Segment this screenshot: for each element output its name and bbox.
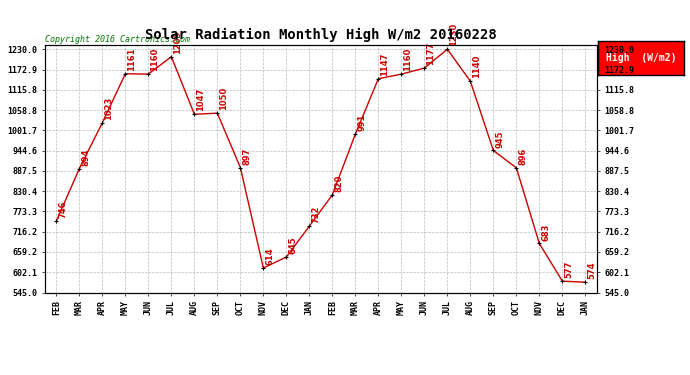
Text: 894: 894 — [81, 148, 90, 166]
Text: 645: 645 — [288, 237, 297, 254]
Point — [373, 76, 384, 82]
Point — [258, 265, 269, 271]
Point — [143, 71, 154, 77]
Point — [97, 120, 108, 126]
Point — [465, 78, 476, 84]
Point — [166, 54, 177, 60]
Text: 574: 574 — [587, 262, 596, 279]
Point — [212, 110, 223, 116]
Text: 732: 732 — [311, 206, 320, 223]
Text: 746: 746 — [58, 201, 67, 218]
Text: 897: 897 — [242, 147, 251, 165]
Text: 1160: 1160 — [150, 48, 159, 71]
Point — [235, 165, 246, 171]
Point — [120, 71, 131, 77]
Text: 991: 991 — [357, 114, 366, 131]
Point — [350, 131, 361, 137]
Point — [74, 166, 85, 172]
Point — [327, 192, 338, 198]
Point — [281, 254, 292, 260]
Point — [442, 46, 453, 52]
Point — [557, 278, 568, 284]
Text: 1161: 1161 — [127, 47, 136, 71]
Text: 820: 820 — [334, 175, 343, 192]
Title: Solar Radiation Monthly High W/m2 20160228: Solar Radiation Monthly High W/m2 201602… — [145, 28, 497, 42]
Point — [189, 111, 200, 117]
Text: 1047: 1047 — [196, 88, 205, 111]
Text: 1160: 1160 — [403, 48, 412, 71]
Point — [419, 65, 430, 71]
Text: 1177: 1177 — [426, 42, 435, 65]
Text: 1050: 1050 — [219, 87, 228, 110]
Text: Copyright 2016 Cartronics.com: Copyright 2016 Cartronics.com — [45, 35, 190, 44]
Text: 945: 945 — [495, 130, 504, 148]
Text: 1023: 1023 — [104, 97, 113, 120]
Text: 1140: 1140 — [472, 55, 481, 78]
Point — [580, 279, 591, 285]
Text: 683: 683 — [541, 223, 550, 241]
Point — [488, 147, 499, 153]
Text: 614: 614 — [265, 248, 274, 265]
Point — [511, 165, 522, 171]
Text: 1209: 1209 — [173, 31, 182, 54]
Text: 896: 896 — [518, 148, 527, 165]
Text: High  (W/m2): High (W/m2) — [606, 53, 677, 63]
Text: 577: 577 — [564, 261, 573, 278]
Point — [396, 71, 407, 77]
Point — [51, 218, 62, 224]
Point — [304, 223, 315, 229]
Text: 1230: 1230 — [449, 23, 458, 46]
Text: 1147: 1147 — [380, 53, 389, 76]
Point — [534, 240, 545, 246]
